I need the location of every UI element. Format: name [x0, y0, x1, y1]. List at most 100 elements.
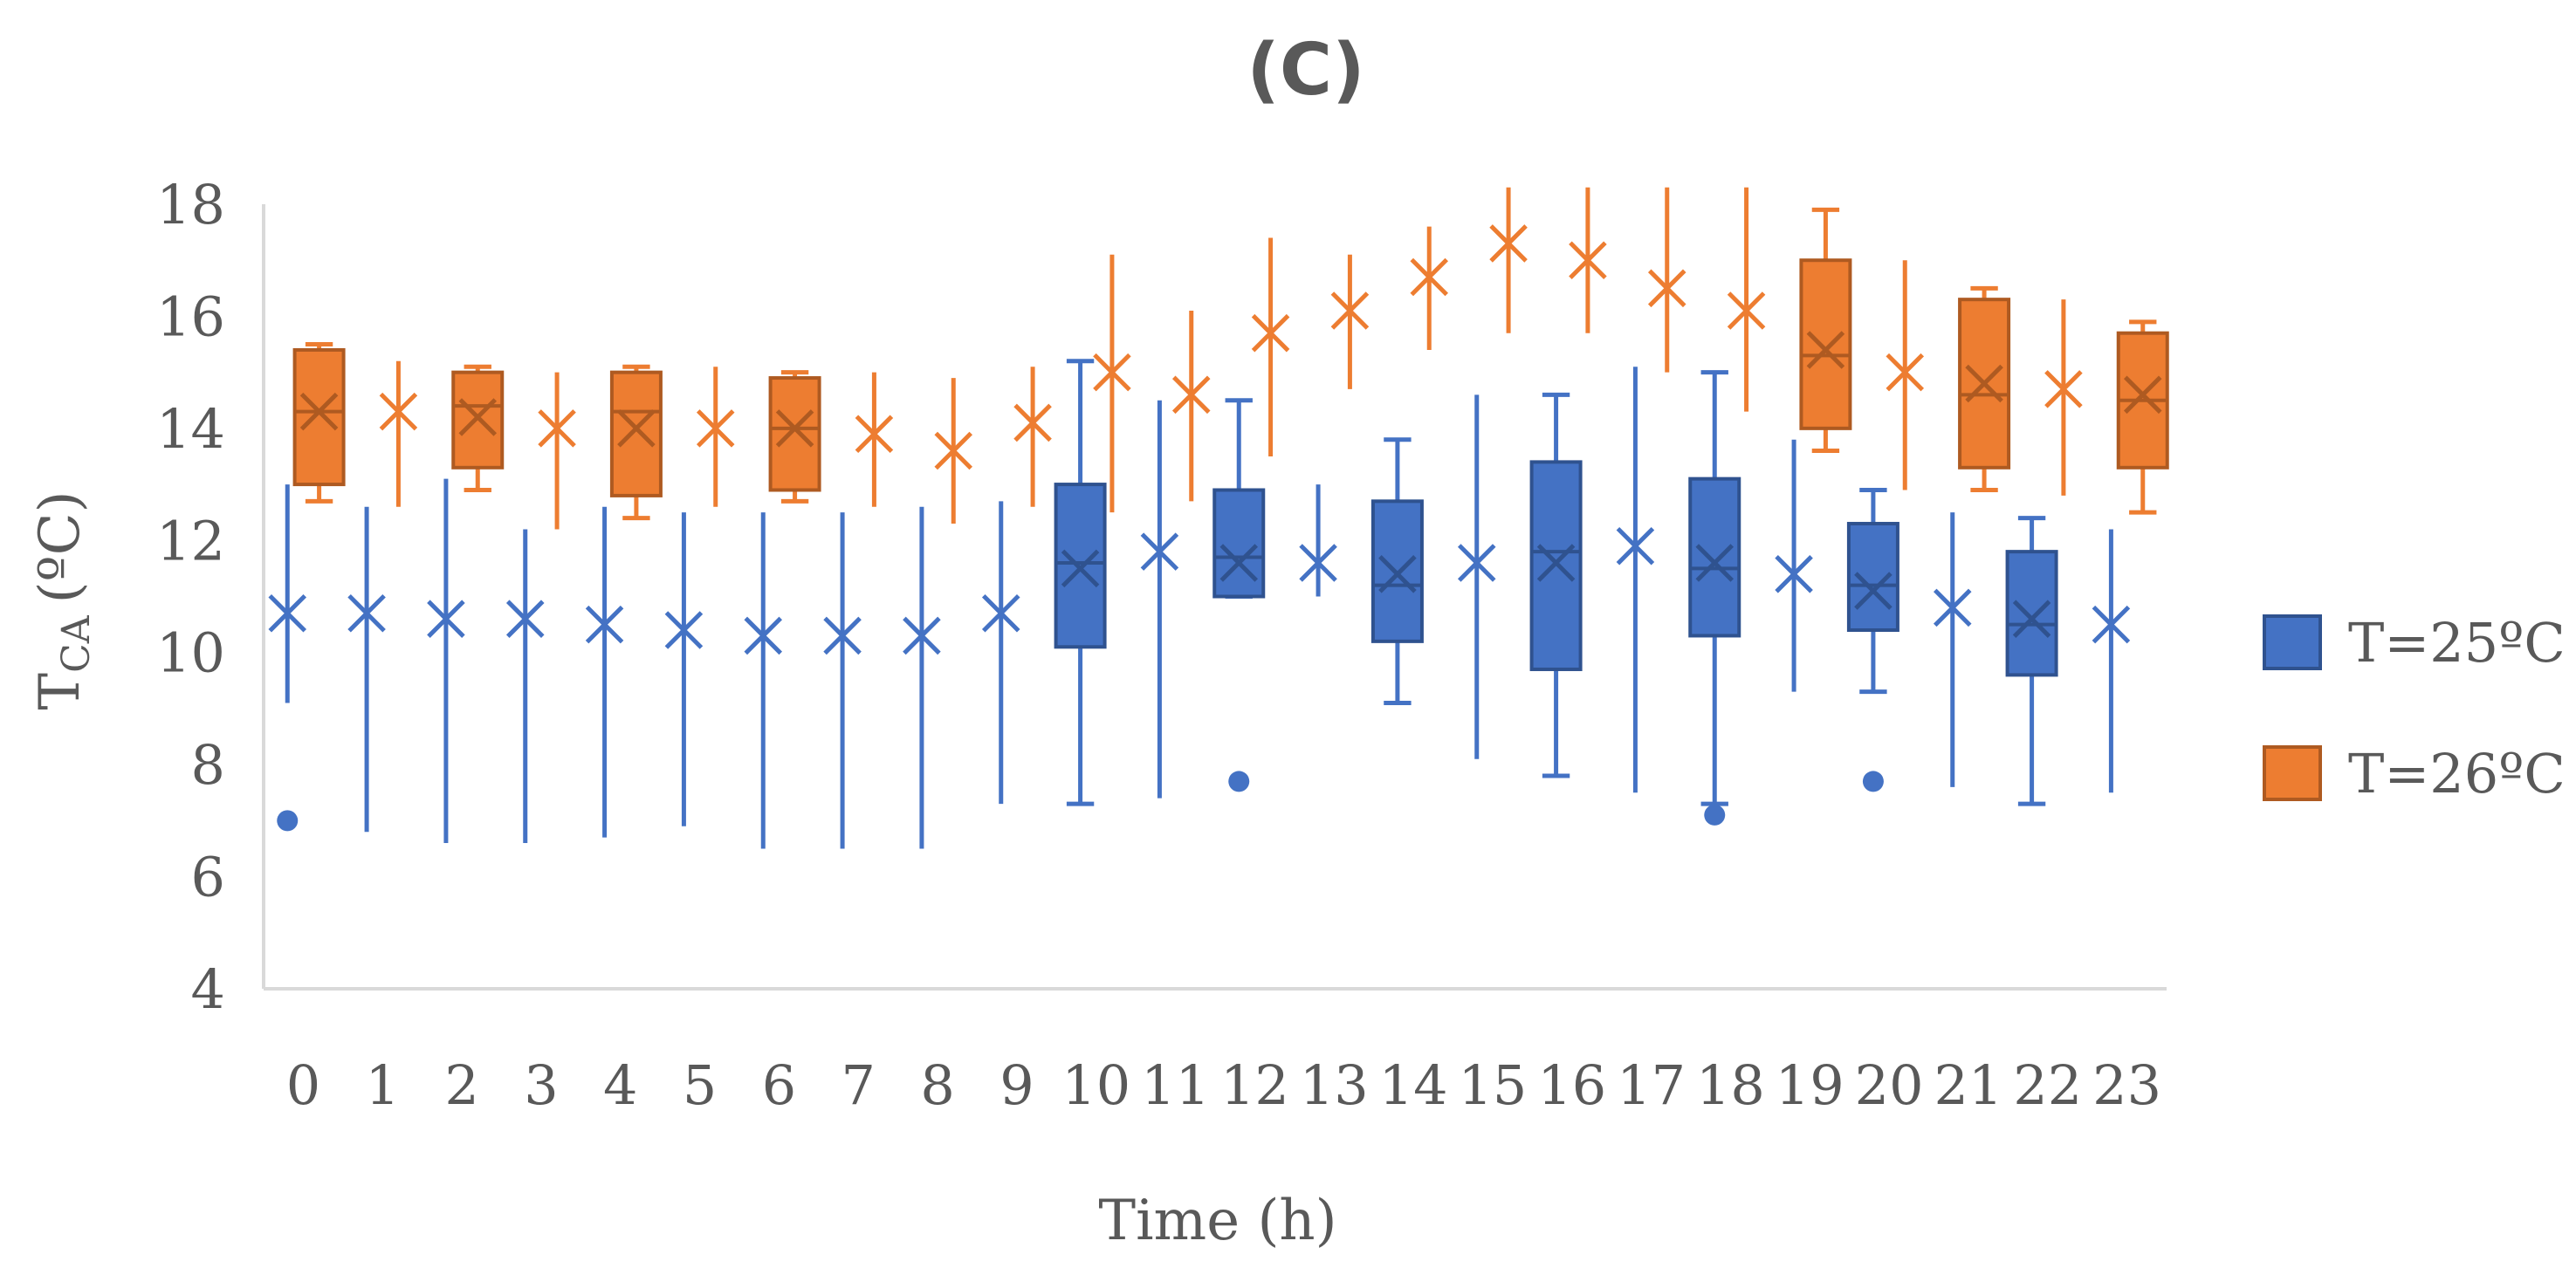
legend: T=25ºC T=26ºC [2263, 611, 2566, 806]
x-tick-label: 21 [1934, 1053, 2002, 1117]
mean-marker [664, 611, 704, 649]
x-tick-label: 12 [1220, 1053, 1289, 1117]
box-body [2005, 550, 2058, 677]
mean-marker [1616, 526, 1655, 566]
y-tick-label: 18 [156, 173, 225, 237]
box-mark [347, 506, 386, 833]
mean-marker [268, 593, 307, 633]
box-mark [855, 372, 894, 507]
box-mark [823, 512, 862, 849]
x-tick-label: 13 [1300, 1053, 1369, 1117]
mean-marker [855, 415, 894, 454]
box-mark [538, 372, 576, 530]
outlier-point [1862, 771, 1884, 792]
mean-marker [617, 409, 656, 448]
mean-marker [981, 593, 1020, 633]
plot-area [268, 187, 2169, 849]
mean-marker [2123, 375, 2162, 415]
box-body [609, 370, 663, 497]
mean-marker [1933, 588, 1972, 627]
mean-marker [1854, 572, 1893, 610]
x-tick-label: 2 [444, 1053, 478, 1117]
mean-marker [1140, 532, 1179, 571]
y-tick-label: 16 [156, 285, 225, 348]
box-mark [505, 529, 545, 844]
box-mark [1013, 367, 1052, 507]
box-body [1846, 522, 1899, 633]
x-tick-label: 14 [1379, 1053, 1448, 1117]
x-tick-label: 0 [286, 1053, 320, 1117]
y-axis-label-sub: CA [54, 614, 99, 673]
box-mark [1054, 359, 1107, 806]
box-mark [2116, 319, 2169, 515]
mean-marker [2012, 600, 2051, 638]
outlier-point [1228, 771, 1250, 792]
mean-marker [1330, 291, 1370, 330]
box-mark [1647, 187, 1686, 373]
y-tick-labels: 4 6 8 10 12 14 16 18 [156, 173, 225, 1021]
legend-item-25: T=25ºC [2263, 611, 2566, 675]
mean-marker [427, 600, 465, 638]
box-mark [981, 501, 1020, 805]
y-axis-label-unit: (ºC) [28, 490, 93, 603]
mean-marker [1251, 313, 1290, 353]
x-tick-label: 17 [1617, 1053, 1686, 1117]
box-mark [268, 484, 307, 832]
box-mark [451, 364, 505, 492]
box-mark [1846, 487, 1899, 792]
mean-marker [1410, 257, 1449, 297]
mean-marker [585, 605, 624, 644]
legend-item-26: T=26ºC [2263, 742, 2566, 806]
x-tick-label: 15 [1458, 1053, 1527, 1117]
x-tick-label: 4 [603, 1053, 637, 1117]
box-mark [609, 364, 663, 521]
mean-marker [1886, 353, 1925, 392]
mean-marker [1536, 544, 1576, 582]
box-mark [2005, 516, 2058, 806]
mean-marker [775, 409, 814, 448]
x-tick-label: 22 [2013, 1053, 2082, 1117]
box-mark [1529, 392, 1583, 778]
outlier-point [1704, 804, 1726, 826]
box-mark [1330, 254, 1370, 389]
box-mark [744, 512, 783, 849]
box-body [292, 347, 346, 487]
x-tick-label: 23 [2092, 1053, 2161, 1117]
x-tick-label: 1 [366, 1053, 400, 1117]
legend-swatch [2263, 745, 2322, 801]
x-tick-label: 16 [1537, 1053, 1606, 1117]
box-mark [1727, 187, 1766, 412]
box-mark [427, 478, 465, 844]
x-tick-label: 20 [1855, 1053, 1924, 1117]
mean-marker [538, 409, 576, 448]
y-tick-label: 14 [156, 397, 225, 461]
box-mark [696, 367, 735, 507]
mean-marker [1695, 544, 1735, 582]
x-tick-label: 8 [920, 1053, 954, 1117]
mean-marker [505, 600, 545, 638]
mean-marker [1806, 331, 1845, 369]
box-mark [1370, 437, 1424, 706]
outlier-point [277, 810, 299, 832]
box-mark [292, 342, 346, 504]
y-tick-label: 12 [156, 509, 225, 572]
x-tick-label: 6 [762, 1053, 796, 1117]
mean-marker [1299, 544, 1337, 582]
mean-marker [903, 616, 941, 655]
x-tick-label: 3 [524, 1053, 558, 1117]
box-mark [664, 512, 704, 826]
box-mark [379, 360, 418, 507]
box-body [1688, 476, 1741, 638]
mean-marker [1647, 269, 1686, 308]
mean-marker [2092, 605, 2131, 644]
mean-marker [379, 392, 418, 431]
mean-marker [299, 392, 339, 431]
mean-marker [696, 409, 735, 448]
mean-marker [1489, 224, 1528, 263]
mean-marker [1727, 291, 1766, 330]
mean-marker [1013, 403, 1052, 442]
y-axis-label-main: T [28, 673, 93, 710]
svg-text:TCA(ºC): TCA (ºC) [28, 490, 99, 710]
box-body [768, 376, 821, 492]
